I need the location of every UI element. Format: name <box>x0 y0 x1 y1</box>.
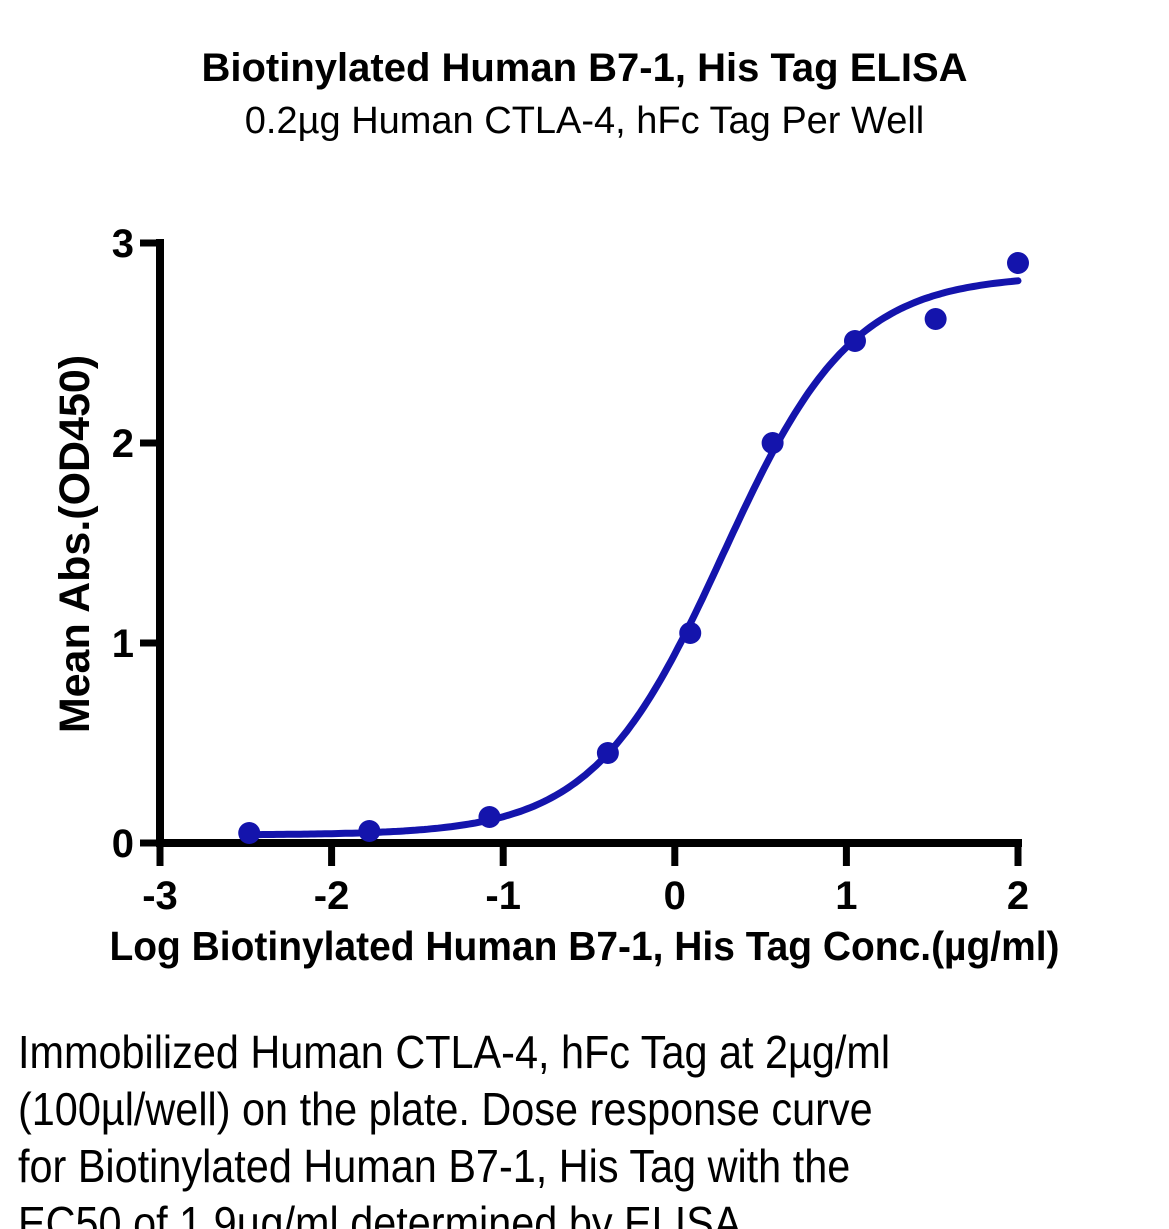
data-point <box>1007 252 1029 274</box>
x-tick-label: 2 <box>1007 874 1029 918</box>
data-point <box>238 822 261 844</box>
x-tick-label: -1 <box>485 874 521 918</box>
data-point <box>358 820 381 842</box>
caption-line: for Biotinylated Human B7-1, His Tag wit… <box>18 1140 851 1192</box>
y-tick-label: 3 <box>112 222 134 266</box>
data-point <box>843 330 866 352</box>
x-axis-label: Log Biotinylated Human B7-1, His Tag Con… <box>109 923 1060 969</box>
x-tick-label: -2 <box>314 874 350 918</box>
caption-line: Immobilized Human CTLA-4, hFc Tag at 2µg… <box>18 1026 891 1078</box>
y-tick-label: 0 <box>112 822 134 866</box>
x-tick-label: 1 <box>835 874 857 918</box>
caption-line: EC50 of 1.9µg/ml determined by ELISA. <box>18 1197 753 1229</box>
caption: Immobilized Human CTLA-4, hFc Tag at 2µg… <box>18 1024 1035 1229</box>
data-point <box>924 308 947 330</box>
x-tick-label: 0 <box>664 874 686 918</box>
fit-curve <box>245 277 1022 839</box>
data-point <box>761 432 784 454</box>
chart-subtitle: 0.2µg Human CTLA-4, hFc Tag Per Well <box>244 100 925 142</box>
y-tick-label: 2 <box>112 422 134 466</box>
y-axis-label: Mean Abs.(OD450) <box>51 354 99 734</box>
caption-line: (100µl/well) on the plate. Dose response… <box>18 1083 873 1135</box>
data-point <box>478 806 501 828</box>
data-point <box>596 742 619 764</box>
data-point <box>679 622 702 644</box>
y-tick-label: 1 <box>112 622 134 666</box>
x-tick-label: -3 <box>142 874 178 918</box>
chart-title: Biotinylated Human B7-1, His Tag ELISA <box>201 46 968 90</box>
